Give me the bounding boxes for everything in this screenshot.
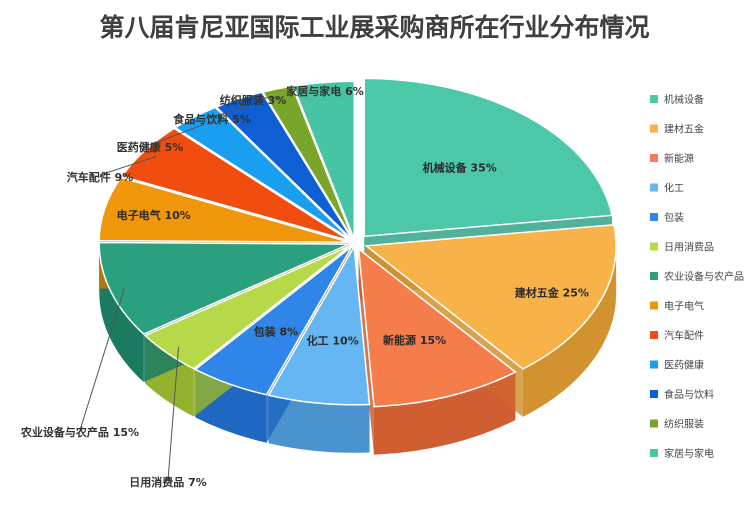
pie-slice-建材五金	[364, 223, 617, 370]
legend-swatch	[650, 419, 658, 428]
data-label: 农业设备与农产品 15%	[20, 425, 139, 439]
data-label: 新能源 15%	[383, 333, 446, 347]
data-label: 化工 10%	[307, 334, 359, 348]
pie-slice-机械设备	[363, 77, 613, 238]
legend-swatch	[650, 154, 658, 162]
data-label: 汽车配件 9%	[67, 170, 134, 184]
legend-swatch	[650, 95, 658, 103]
data-label: 机械设备 35%	[423, 160, 497, 174]
legend-label: 机械设备	[664, 93, 704, 106]
legend-label: 包装	[664, 211, 684, 224]
data-label: 家居与家电 6%	[286, 84, 364, 98]
data-label: 电子电气 10%	[117, 208, 191, 222]
pie-slice-食品与饮料	[214, 91, 353, 241]
pie-slice-side	[268, 395, 370, 453]
data-label: 食品与饮料 5%	[173, 112, 251, 126]
legend-swatch	[650, 301, 658, 310]
legend-swatch	[650, 360, 658, 369]
legend-label: 日用消费品	[664, 241, 714, 254]
legend-swatch	[650, 331, 658, 339]
data-label: 建材五金 25%	[515, 286, 589, 300]
leader-line	[79, 287, 126, 431]
pie-slice-纺织服装	[261, 85, 354, 240]
legend-swatch	[650, 183, 658, 192]
pie-slice-汽车配件	[120, 127, 351, 242]
legend-swatch	[650, 213, 658, 221]
leader-line	[149, 123, 205, 146]
legend-swatch	[650, 390, 658, 398]
legend-label: 医药健康	[664, 359, 704, 372]
legend-swatch	[650, 124, 658, 133]
legend-label: 汽车配件	[664, 329, 704, 342]
chart-title: 第八届肯尼亚国际工业展采购商所在行业分布情况	[99, 13, 650, 42]
pie-slice-包装	[193, 245, 353, 396]
pie-slice-日用消费品	[143, 244, 352, 370]
legend-label: 化工	[664, 182, 684, 195]
data-label: 日用消费品 7%	[129, 475, 207, 489]
pie-slice-医药健康	[173, 106, 352, 241]
pie-slice-家居与家电	[292, 80, 356, 240]
pie-slice-side	[522, 245, 617, 417]
pie-slice-新能源	[357, 247, 517, 408]
legend-swatch	[650, 449, 658, 457]
legend-label: 建材五金	[664, 123, 704, 136]
pie-slice-side	[374, 371, 516, 455]
legend-label: 新能源	[664, 152, 694, 165]
data-label: 医药健康 5%	[117, 140, 184, 154]
pie-slice-化工	[267, 244, 371, 406]
legend-label: 电子电气	[664, 300, 704, 313]
legend-swatch	[650, 242, 658, 251]
leader-line	[99, 155, 158, 176]
leader-line	[211, 106, 246, 118]
legend-label: 纺织服装	[664, 418, 704, 431]
pie-data-labels: 机械设备 35% 建材五金 25% 新能源 15% 化工 10% 包装 8% 日用消费品 …	[20, 84, 589, 489]
legend: 机械设备建材五金新能源化工包装日用消费品农业设备与农产品电子电气汽车配件医药健康…	[650, 93, 744, 460]
leader-line	[167, 346, 180, 481]
pie-slice-农业设备与农产品	[98, 241, 350, 335]
data-label: 包装 8%	[253, 325, 299, 339]
legend-swatch	[650, 272, 658, 280]
pie-slice-电子电气	[98, 176, 350, 243]
legend-label: 食品与饮料	[664, 388, 714, 401]
legend-label: 农业设备与农产品	[664, 270, 744, 283]
pie-top-faces	[98, 77, 617, 408]
data-label: 纺织服装 3%	[220, 93, 287, 107]
pie-slice-side	[99, 244, 144, 383]
legend-label: 家居与家电	[664, 447, 714, 460]
